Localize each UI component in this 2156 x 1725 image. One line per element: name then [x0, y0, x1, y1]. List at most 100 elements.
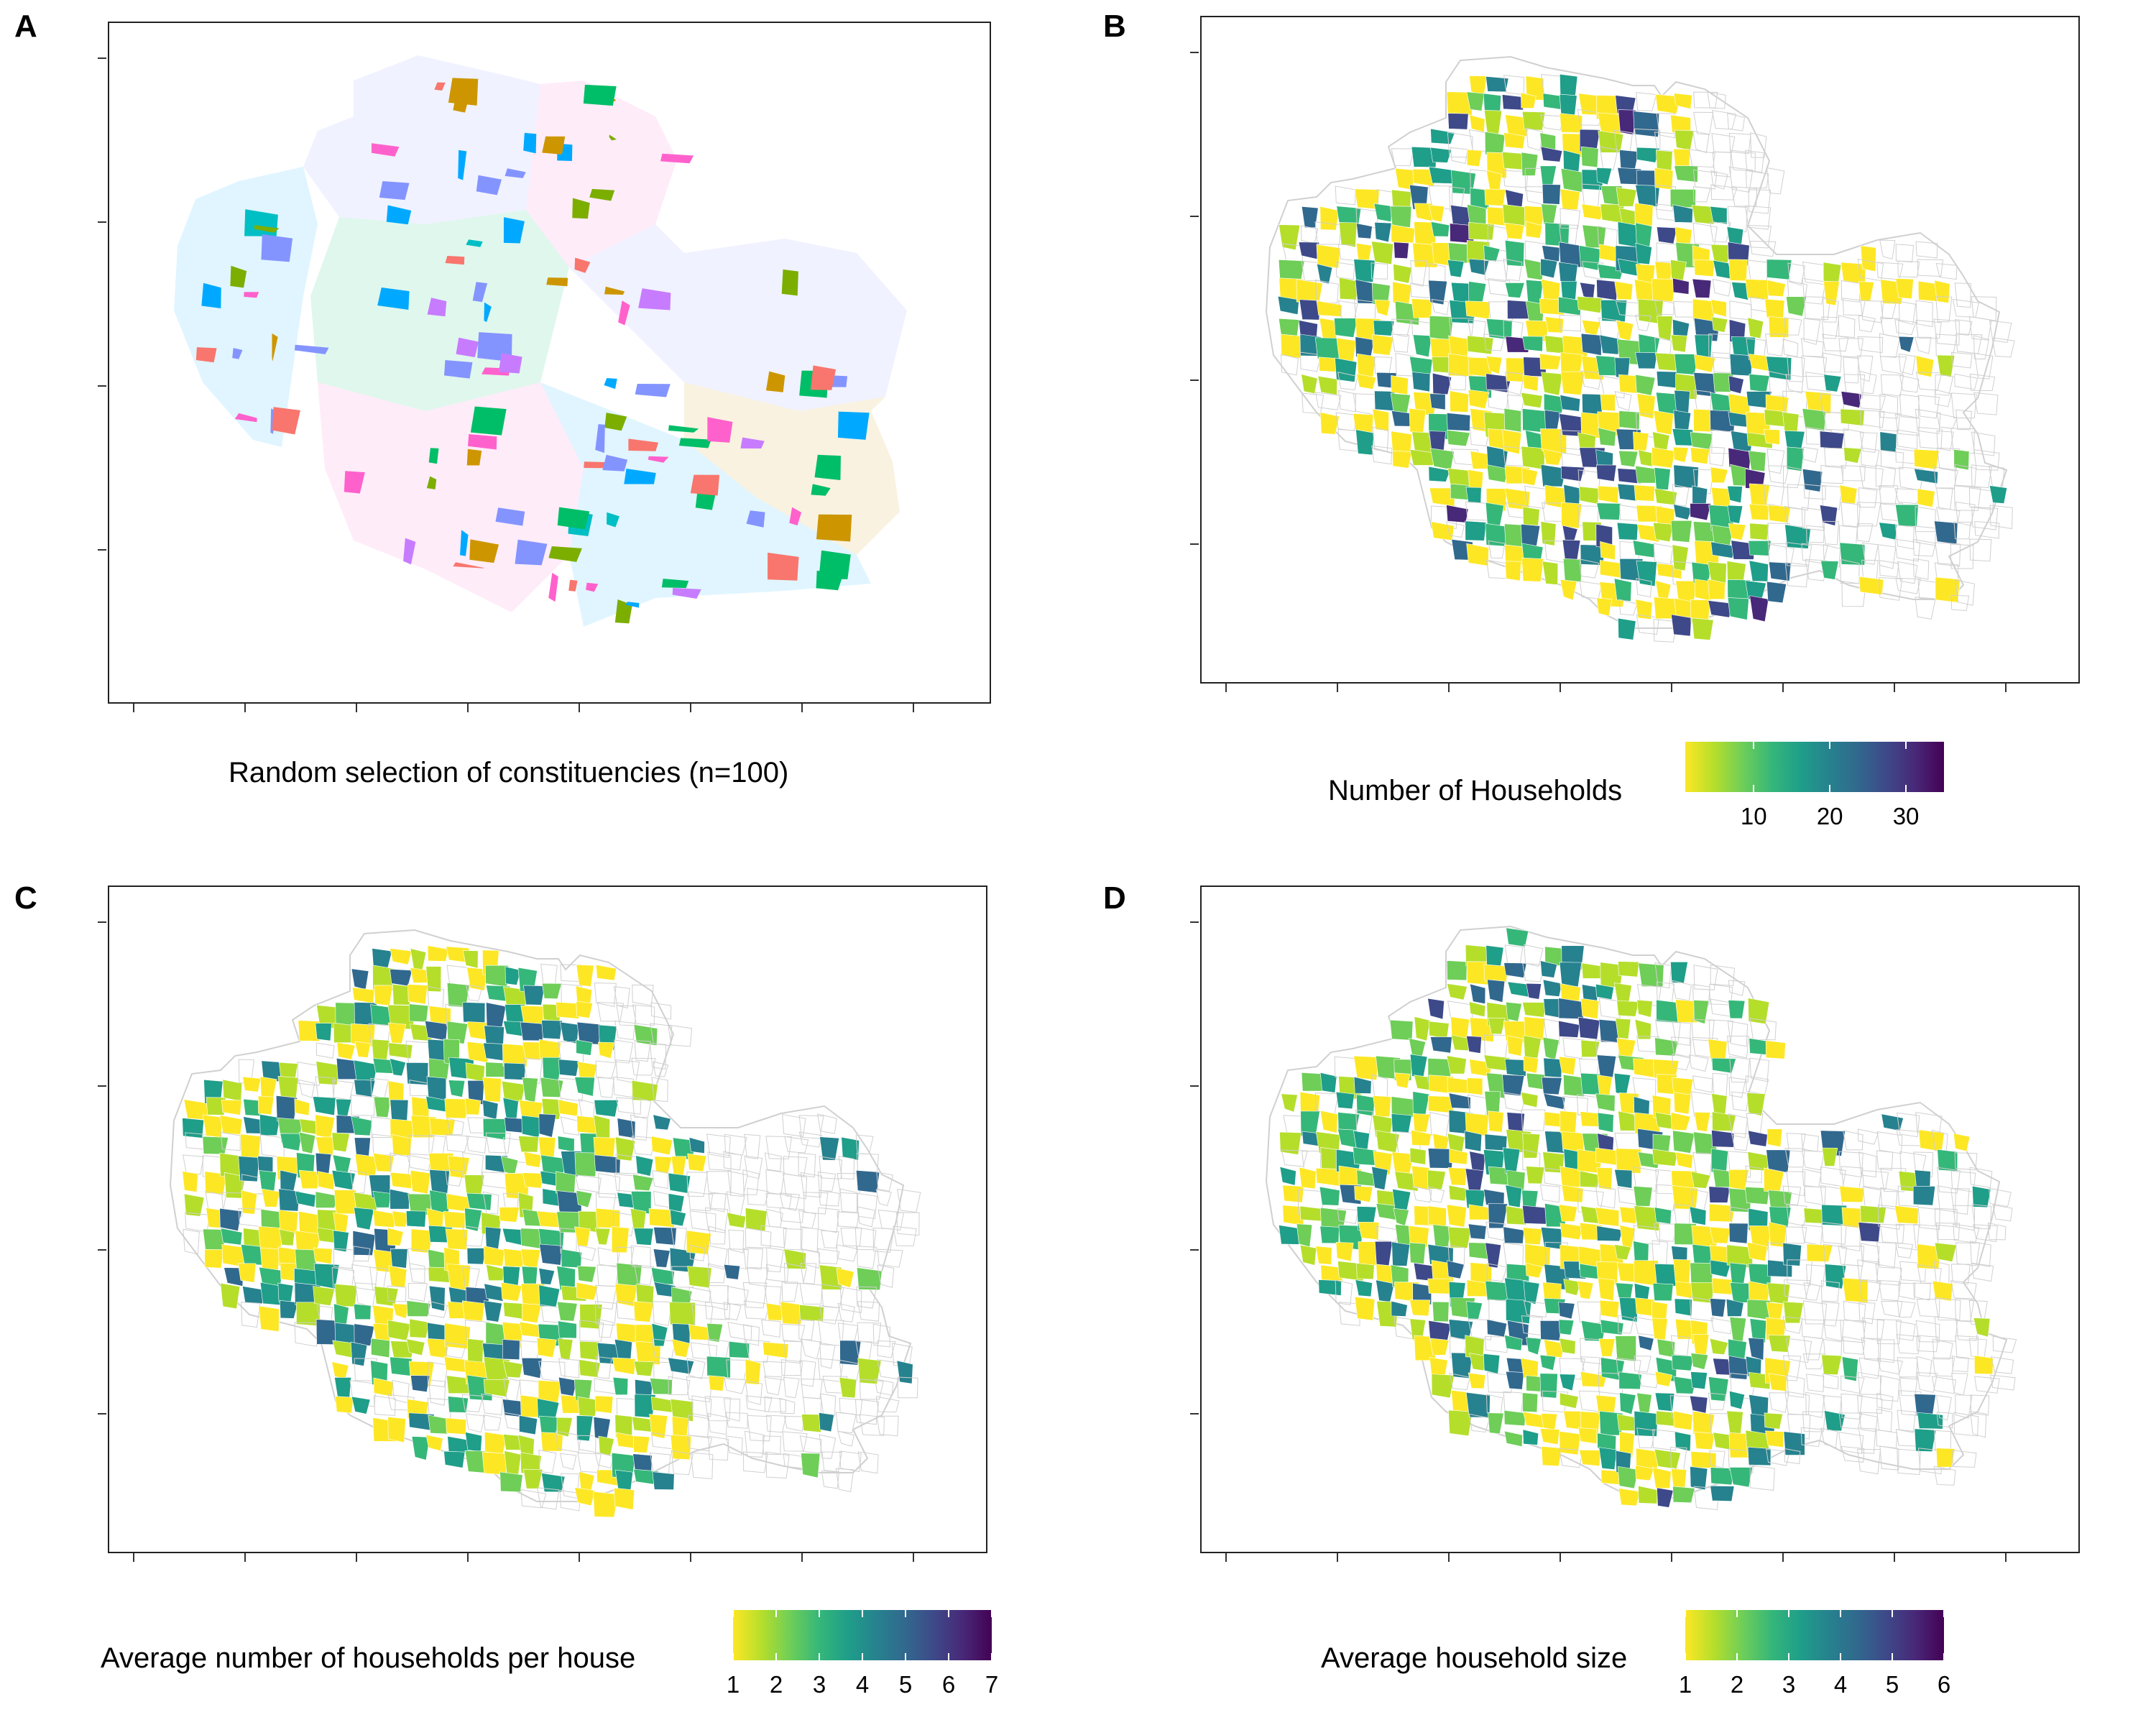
district-patch: [424, 1020, 448, 1041]
district-patch: [668, 1024, 693, 1047]
district-patch: [1483, 1054, 1511, 1071]
sampled-constituency: [548, 546, 582, 562]
district-patch: [1449, 1149, 1468, 1165]
district-patch: [1692, 169, 1718, 190]
district-patch: [1876, 1392, 1894, 1410]
legend-tick-label: 2: [1730, 1671, 1744, 1698]
legend-tickmark: [1829, 742, 1831, 749]
district-patch: [708, 1225, 726, 1245]
district-patch: [593, 1491, 619, 1518]
district-patch: [1539, 1354, 1557, 1371]
district-patch: [1468, 389, 1490, 410]
district-patch: [351, 1116, 373, 1136]
district-patch: [1858, 281, 1875, 303]
district-patch: [1412, 242, 1438, 268]
district-patch: [1974, 353, 1994, 380]
district-patch: [1577, 296, 1603, 313]
district-patch: [1467, 335, 1494, 355]
district-patch: [594, 983, 617, 1008]
district-patch: [1580, 1371, 1607, 1388]
district-patch: [372, 1210, 397, 1228]
district-patch: [1856, 502, 1881, 527]
district-patch: [1428, 1021, 1450, 1039]
district-patch: [1764, 1412, 1783, 1430]
district-patch: [1897, 1357, 1918, 1380]
district-patch: [1580, 333, 1602, 356]
district-patch: [1615, 1018, 1631, 1039]
district-patch: [1694, 354, 1716, 373]
district-patch: [1989, 1374, 2016, 1391]
district-patch: [1633, 111, 1659, 138]
sampled-constituency: [515, 539, 548, 566]
district-patch: [817, 1113, 837, 1134]
district-patch: [1412, 334, 1432, 358]
district-patch: [857, 1322, 882, 1344]
district-patch: [1502, 429, 1522, 454]
district-patch: [1411, 1165, 1430, 1191]
district-patch: [1841, 1393, 1863, 1420]
district-patch: [1690, 503, 1712, 521]
district-patch: [1525, 221, 1543, 239]
district-patch: [406, 1300, 431, 1317]
legend-tickmark: [1943, 1653, 1945, 1660]
district-patch: [1971, 1204, 1992, 1230]
district-patch: [1841, 1356, 1858, 1382]
district-patch: [1374, 222, 1392, 243]
district-patch: [1916, 1335, 1939, 1353]
district-patch: [779, 1207, 804, 1223]
district-patch: [1614, 391, 1632, 411]
district-patch: [1802, 408, 1826, 431]
legend-tick-label: 2: [769, 1671, 783, 1698]
constituency-region: [318, 382, 584, 612]
district-patch: [482, 1451, 507, 1476]
district-patch: [653, 1227, 677, 1246]
district-patch: [390, 948, 413, 965]
district-patch: [1877, 1204, 1903, 1230]
district-patch: [388, 1265, 407, 1289]
district-patch: [1468, 469, 1484, 492]
district-patch: [1559, 1338, 1576, 1355]
district-patch: [650, 1378, 673, 1395]
district-patch: [782, 1431, 808, 1452]
district-patch: [1950, 392, 1977, 419]
map-panel-b: [1200, 16, 2080, 684]
sampled-constituency: [503, 217, 525, 244]
district-patch: [1615, 1335, 1636, 1362]
district-patch: [1654, 1392, 1675, 1412]
district-patch: [558, 1059, 580, 1077]
sampled-constituency: [505, 168, 526, 178]
district-patch: [280, 1300, 299, 1319]
district-patch: [219, 1208, 242, 1232]
district-patch: [839, 1188, 858, 1213]
district-patch: [1766, 356, 1792, 381]
district-patch: [1728, 1000, 1746, 1019]
district-patch: [747, 1187, 769, 1206]
district-patch: [1411, 298, 1433, 318]
district-patch: [1879, 485, 1899, 506]
district-patch: [1373, 1095, 1391, 1117]
district-patch: [259, 1113, 280, 1136]
legend-tickmark: [862, 1653, 863, 1660]
district-patch: [466, 1136, 487, 1154]
district-patch: [614, 1487, 635, 1510]
district-patch: [1694, 1111, 1711, 1132]
district-patch: [466, 1192, 492, 1211]
x-axis-tick: [1225, 684, 1227, 692]
district-patch: [1391, 375, 1409, 395]
district-patch: [743, 1300, 770, 1320]
district-patch: [1654, 1112, 1673, 1130]
x-axis-tick: [1560, 684, 1561, 692]
district-patch: [1486, 464, 1508, 483]
district-patch: [1598, 130, 1624, 153]
district-patch: [708, 1435, 729, 1461]
district-patch: [183, 1154, 204, 1175]
district-patch: [1542, 561, 1559, 585]
district-patch: [1969, 538, 1992, 562]
district-patch: [1595, 983, 1614, 1000]
district-patch: [745, 1380, 763, 1405]
district-patch: [1279, 1166, 1296, 1186]
district-patch: [723, 1302, 742, 1320]
district-patch: [634, 1039, 651, 1062]
district-patch: [1894, 1205, 1919, 1225]
district-patch: [1673, 1410, 1693, 1431]
